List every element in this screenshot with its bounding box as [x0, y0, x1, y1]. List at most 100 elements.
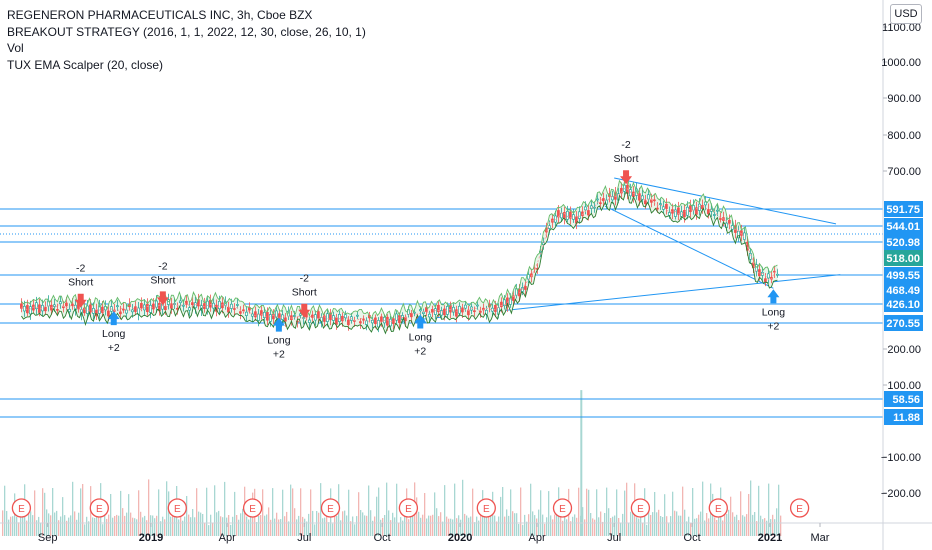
earnings-marker[interactable]: E: [476, 498, 496, 518]
candle: [65, 302, 68, 307]
time-axis-label[interactable]: Apr: [219, 532, 236, 544]
volume-bar: [102, 524, 104, 536]
candle: [656, 207, 659, 210]
candle: [596, 198, 599, 201]
volume-bar: [730, 496, 732, 536]
indicator-tux-ema-scalper[interactable]: TUX EMA Scalper (20, close): [7, 57, 164, 72]
candle: [578, 211, 581, 219]
candle: [95, 309, 98, 317]
volume-bar: [374, 516, 376, 536]
short-arrow-icon: [620, 170, 633, 185]
time-axis-label[interactable]: Jul: [607, 532, 621, 544]
volume-bar: [436, 508, 438, 536]
price-axis[interactable]: 1100.00 1000.00 900.00 800.00 700.00 200.00 10…: [881, 22, 921, 500]
volume-bar: [456, 518, 458, 536]
candle: [710, 208, 713, 212]
time-axis-label[interactable]: 2019: [139, 532, 163, 544]
candle: [677, 207, 680, 215]
symbol-title[interactable]: REGENERON PHARMACEUTICALS INC, 3h, Cboe …: [7, 8, 313, 22]
earnings-marker[interactable]: E: [789, 498, 810, 518]
volume-bar: [654, 492, 656, 536]
volume-bar: [722, 520, 724, 536]
volume-bar: [126, 512, 128, 536]
trend-line[interactable]: [604, 205, 774, 289]
time-axis[interactable]: Sep 2019 Apr Jul Oct 2020 Apr Jul Oct 2021 Mar: [38, 523, 830, 544]
candle: [59, 301, 62, 305]
candle: [641, 195, 644, 200]
volume-bar: [424, 493, 426, 536]
time-axis-label[interactable]: Sep: [38, 532, 58, 544]
price-axis-label[interactable]: −100.00: [881, 452, 921, 464]
candle: [356, 314, 359, 317]
time-axis-label[interactable]: 2021: [758, 532, 782, 544]
price-axis-label[interactable]: 1100.00: [882, 22, 921, 34]
volume-bar: [386, 482, 388, 536]
earnings-marker[interactable]: E: [708, 498, 728, 518]
candle: [125, 309, 128, 314]
time-axis-label[interactable]: Mar: [811, 532, 830, 544]
earnings-marker[interactable]: E: [242, 498, 263, 518]
earnings-marker[interactable]: E: [320, 498, 341, 518]
price-axis-label[interactable]: 900.00: [887, 93, 921, 105]
candle: [593, 206, 596, 209]
volume-bar: [726, 514, 728, 536]
volume-bar: [604, 513, 606, 536]
volume-bar: [108, 514, 110, 536]
volume-bar: [210, 514, 212, 536]
volume-bar: [652, 512, 654, 536]
volume-bar: [332, 523, 334, 536]
candle: [35, 302, 38, 310]
price-axis-label[interactable]: 800.00: [887, 130, 921, 142]
candle: [29, 306, 32, 315]
candle: [620, 187, 623, 194]
volume-bar: [324, 517, 326, 536]
volume-bar: [292, 488, 294, 536]
volume-bar: [152, 515, 154, 536]
volume-bar: [148, 479, 150, 536]
short-signal: -2 Short: [613, 139, 639, 185]
volume-bar: [294, 508, 296, 536]
volume-bar: [450, 518, 452, 536]
candle: [245, 311, 248, 316]
currency-button[interactable]: USD: [890, 4, 922, 24]
earnings-marker[interactable]: E: [89, 498, 109, 518]
volume-bar: [304, 518, 306, 536]
volume-bar: [396, 483, 398, 536]
volume-bar: [438, 516, 440, 536]
volume-bar: [270, 519, 272, 536]
volume-bar: [678, 515, 680, 536]
volume-bar: [278, 519, 280, 536]
earnings-marker-label: E: [483, 504, 490, 515]
earnings-marker[interactable]: E: [167, 498, 187, 518]
earnings-marker[interactable]: E: [11, 498, 32, 518]
earnings-marker-circle: [708, 498, 728, 518]
price-axis-label[interactable]: −200.00: [881, 488, 921, 500]
time-axis-label[interactable]: Oct: [684, 532, 701, 544]
price-axis-label[interactable]: 100.00: [887, 380, 921, 392]
time-axis-label[interactable]: Apr: [529, 532, 546, 544]
price-axis-label[interactable]: 200.00: [887, 344, 921, 356]
time-axis-label[interactable]: 2020: [448, 532, 472, 544]
earnings-marker[interactable]: E: [552, 498, 573, 518]
volume-bar: [474, 522, 476, 536]
time-axis-label[interactable]: Jul: [297, 532, 311, 544]
candle: [392, 318, 395, 324]
volume-bar: [62, 497, 64, 536]
price-label-box: [884, 250, 923, 266]
long-signal-label: Long: [102, 328, 126, 340]
trend-line[interactable]: [614, 177, 837, 225]
earnings-marker[interactable]: E: [630, 498, 651, 518]
price-axis-label[interactable]: 700.00: [887, 166, 921, 178]
indicator-volume[interactable]: Vol: [7, 41, 24, 55]
earnings-marker[interactable]: E: [398, 498, 419, 518]
volume-bar: [378, 487, 380, 536]
volume-bar: [48, 513, 50, 536]
price-axis-label[interactable]: 1000.00: [881, 57, 921, 69]
time-axis-label[interactable]: Oct: [374, 532, 391, 544]
volume-bar: [122, 508, 124, 536]
indicator-breakout-strategy[interactable]: BREAKOUT STRATEGY (2016, 1, 1, 2022, 12,…: [7, 24, 366, 39]
volume-bar: [756, 521, 758, 536]
candle: [140, 303, 143, 309]
